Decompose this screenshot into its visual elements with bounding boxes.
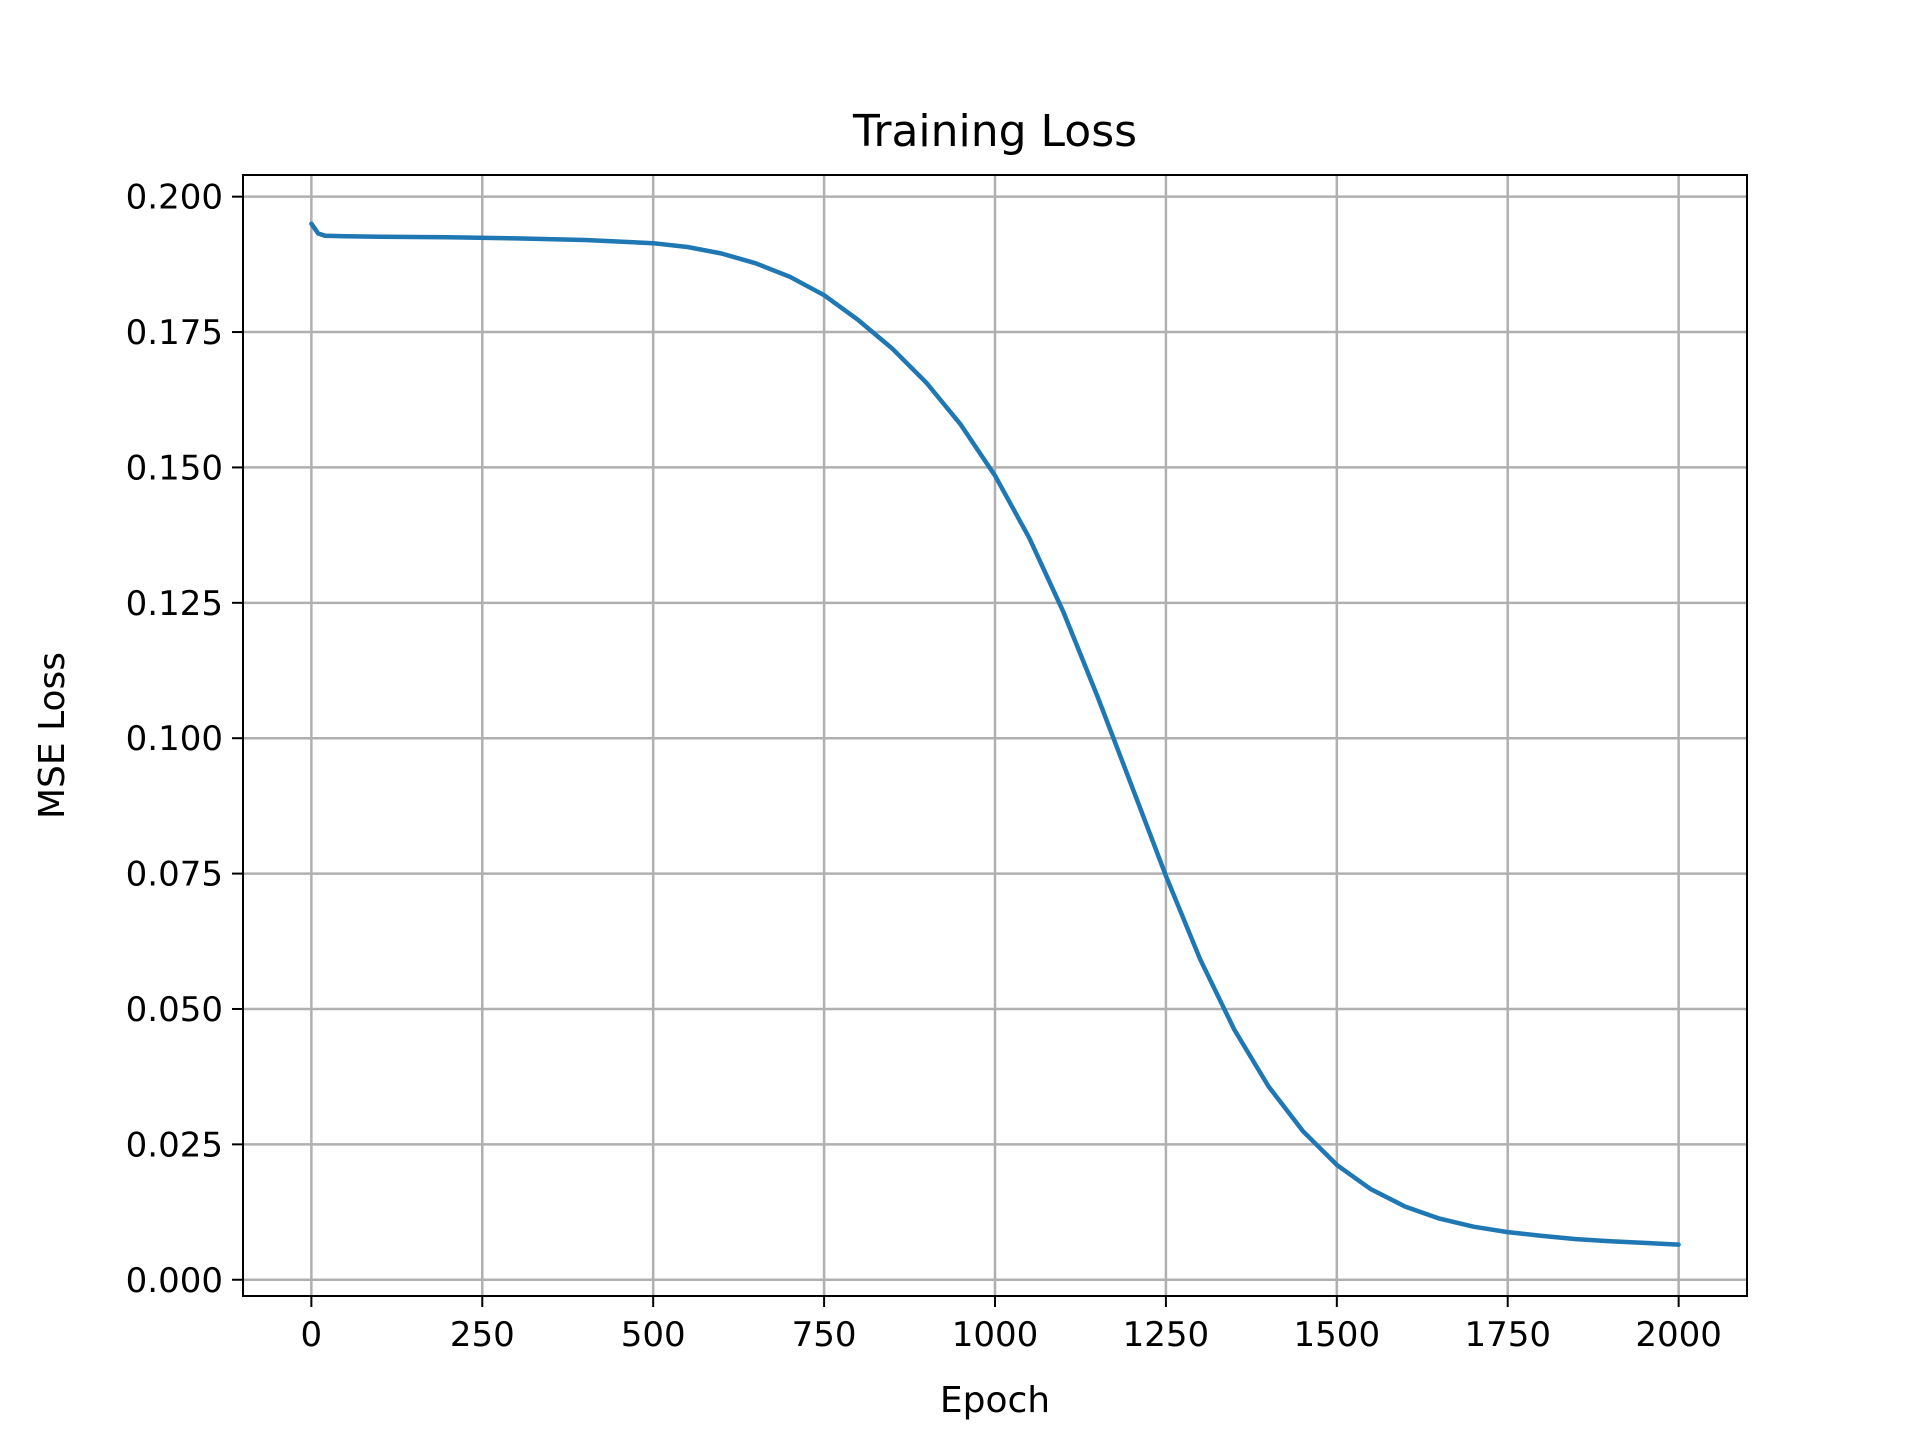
loss-line [309, 221, 1681, 1247]
x-tick-label: 1250 [1123, 1315, 1210, 1355]
x-tick-label: 250 [450, 1315, 515, 1355]
y-tick-label: 0.175 [126, 313, 223, 353]
y-tick-label: 0.200 [126, 178, 223, 218]
x-tick-label: 500 [621, 1315, 686, 1355]
grid [243, 175, 1747, 1296]
y-tick-label: 0.125 [126, 584, 223, 624]
y-tick-label: 0.075 [126, 855, 223, 895]
y-tick-label: 0.000 [126, 1261, 223, 1301]
x-axis-label: Epoch [940, 1380, 1050, 1421]
ticks: 0 250 500 750 1000 1250 1500 1750 2000 0.000 0.025… [126, 178, 1722, 1355]
x-tick-label: 0 [301, 1315, 323, 1355]
x-tick-label: 1500 [1294, 1315, 1381, 1355]
y-tick-label: 0.025 [126, 1125, 223, 1165]
x-tick-label: 750 [792, 1315, 857, 1355]
y-axis-label: MSE Loss [32, 652, 73, 819]
series-layer [309, 221, 1681, 1247]
y-tick-label: 0.050 [126, 990, 223, 1030]
chart-title: Training Loss [852, 106, 1137, 157]
x-tick-label: 1750 [1464, 1315, 1551, 1355]
x-tick-label: 2000 [1635, 1315, 1722, 1355]
x-tick-label: 1000 [952, 1315, 1039, 1355]
y-tick-label: 0.150 [126, 448, 223, 488]
y-tick-label: 0.100 [126, 719, 223, 759]
